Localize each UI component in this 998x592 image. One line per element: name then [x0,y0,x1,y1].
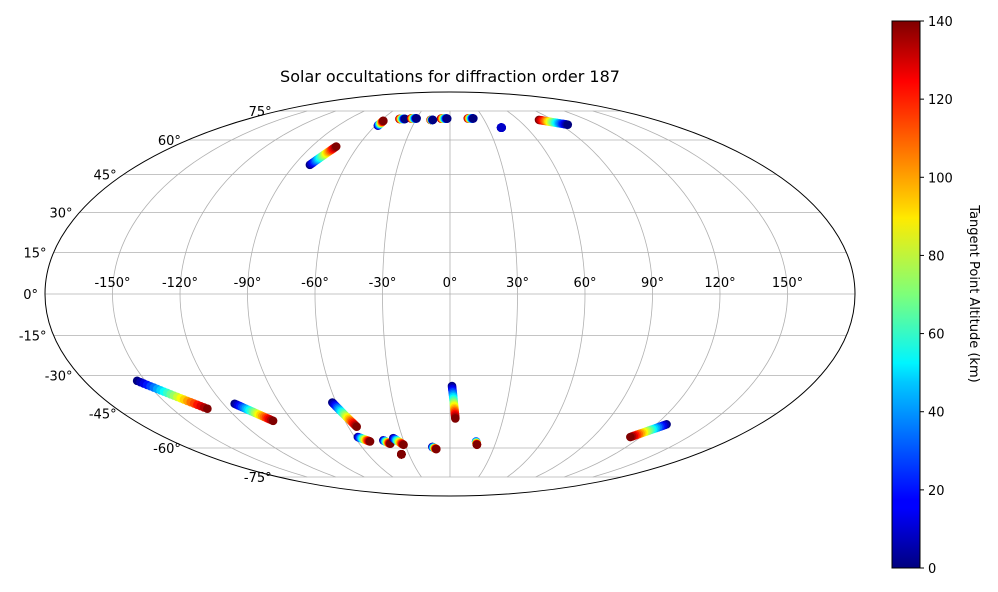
longitude-gridline [592,110,788,478]
scatter-point [626,432,635,442]
longitude-tick-label: -30° [369,276,397,291]
latitude-tick-label: 60° [158,134,181,149]
latitude-tick-label: -60° [153,442,181,457]
scatter-point [412,114,421,123]
scatter-point [268,416,278,426]
latitude-tick-labels: 75° 60° 45° 30° 15° 0° -15° -30° -45° -60° -75° [19,105,272,486]
latitude-tick-label: 15° [24,247,47,262]
scatter-point [399,440,408,450]
longitude-tick-label: 30° [506,276,529,291]
chart-title: Solar occultations for diffraction order… [280,67,620,86]
colorbar-tick-label: 140 [928,15,953,30]
longitude-tick-label: 150° [772,276,803,291]
scatter-point [472,440,482,450]
scatter-point [442,114,452,123]
scatter-point [563,120,573,129]
longitude-gridline [535,110,653,478]
scatter-point [331,142,341,151]
graticule-grid [45,110,855,478]
colorbar-gradient [891,20,921,569]
colorbar: 0 20 40 60 80 100 120 140 Tangent Point Altitud… [891,15,981,577]
colorbar-tick-label: 60 [928,328,945,343]
latitude-tick-label: 0° [23,288,38,303]
latitude-tick-label: 30° [49,206,72,221]
scatter-point [469,114,478,123]
map-boundary [44,91,856,497]
longitude-tick-labels: -150° -120° -90° -60° -30° 0° 30° 60° 90° 120° 150… [94,276,803,291]
longitude-gridline [382,110,422,478]
longitude-gridline [112,110,308,478]
longitude-gridline [506,110,586,478]
longitude-tick-label: -120° [162,276,198,291]
colorbar-tick-label: 0 [928,562,936,577]
longitude-tick-label: 90° [641,276,664,291]
scatter-point [451,414,460,423]
longitude-gridline [478,110,518,478]
colorbar-tick-label: 100 [928,171,953,186]
colorbar-label: Tangent Point Altitude (km) [966,204,981,382]
map-outline [44,91,856,497]
scatter-point [365,437,375,446]
colorbar-tick-label: 120 [928,93,953,108]
latitude-tick-label: -45° [89,408,117,423]
colorbar-ticks: 0 20 40 60 80 100 120 140 [920,15,953,577]
scatter-point [397,450,406,459]
latitude-tick-label: 45° [94,168,117,183]
latitude-tick-label: -15° [19,329,47,344]
latitude-tick-label: -75° [244,471,272,486]
scatter-point [352,422,362,432]
colorbar-tick-label: 20 [928,484,945,499]
longitude-tick-label: 120° [704,276,735,291]
latitude-tick-label: 75° [249,105,272,120]
longitude-gridline [179,110,336,478]
colorbar-tick-label: 80 [928,249,945,264]
scatter-point [432,444,441,454]
latitude-tick-label: -30° [45,370,73,385]
longitude-gridline [247,110,365,478]
scatter-point [203,404,212,414]
longitude-gridline [314,110,394,478]
longitude-tick-label: 0° [443,276,458,291]
longitude-tick-label: -90° [234,276,262,291]
scatter-points [132,114,671,459]
scatter-point [497,123,506,132]
longitude-tick-label: -150° [94,276,130,291]
longitude-tick-label: 60° [573,276,596,291]
scatter-point [379,116,388,126]
colorbar-tick-label: 40 [928,406,945,421]
longitude-tick-label: -60° [301,276,329,291]
scatter-point [428,115,438,125]
